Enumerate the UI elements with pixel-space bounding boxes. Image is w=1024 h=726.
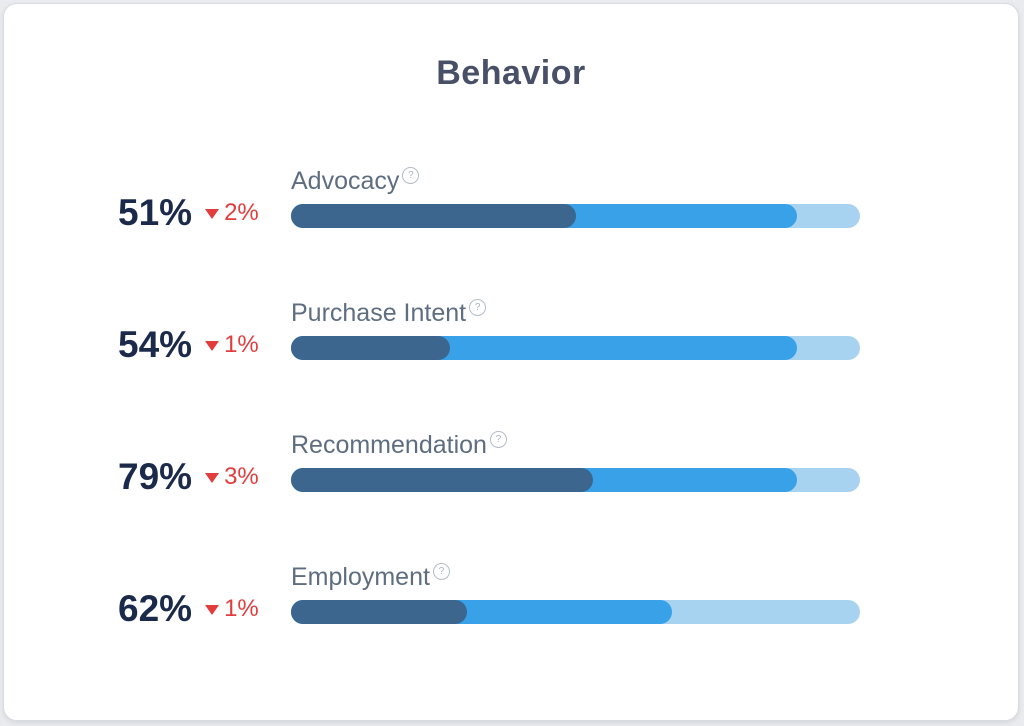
metric-label: Purchase Intent?	[291, 299, 860, 326]
metric-value: 54%	[118, 324, 193, 365]
behavior-card: Behavior 51% 2% Advocacy? 54%	[3, 3, 1019, 721]
chart-title: Behavior	[436, 54, 586, 92]
metric-rows: 51% 2% Advocacy? 54% 1%	[4, 167, 1018, 629]
bar-segment-dark	[291, 468, 593, 492]
metric-label: Employment?	[291, 563, 860, 590]
down-triangle-icon	[205, 208, 220, 219]
change-value: 3%	[224, 462, 259, 490]
bar-group: Employment?	[291, 563, 860, 624]
metric-value: 51%	[118, 192, 193, 233]
stacked-bar	[291, 336, 860, 360]
metric-label: Recommendation?	[291, 431, 860, 458]
down-triangle-icon	[205, 340, 220, 351]
down-triangle-icon	[205, 604, 220, 615]
change-indicator: 2%	[205, 198, 259, 226]
change-indicator: 1%	[205, 330, 259, 358]
change-value: 2%	[224, 198, 259, 226]
stat-block: 79% 3%	[118, 456, 291, 497]
metric-label-text: Purchase Intent	[291, 299, 467, 327]
bar-segment-dark	[291, 600, 468, 624]
change-value: 1%	[224, 330, 259, 358]
help-icon[interactable]: ?	[402, 167, 420, 184]
change-value: 1%	[224, 594, 259, 622]
change-indicator: 1%	[205, 594, 259, 622]
bar-segment-dark	[291, 204, 576, 228]
metric-row-recommendation: 79% 3% Recommendation?	[118, 431, 860, 497]
metric-label-text: Employment	[291, 563, 430, 591]
bar-segment-dark	[291, 336, 451, 360]
metric-row-purchase-intent: 54% 1% Purchase Intent?	[118, 299, 860, 365]
stacked-bar	[291, 600, 860, 624]
metric-row-advocacy: 51% 2% Advocacy?	[118, 167, 860, 233]
bar-group: Purchase Intent?	[291, 299, 860, 360]
help-icon[interactable]: ?	[489, 431, 507, 448]
bar-group: Recommendation?	[291, 431, 860, 492]
stat-block: 54% 1%	[118, 324, 291, 365]
change-indicator: 3%	[205, 462, 259, 490]
stacked-bar	[291, 204, 860, 228]
metric-value: 79%	[118, 456, 193, 497]
down-triangle-icon	[205, 472, 220, 483]
metric-label: Advocacy?	[291, 167, 860, 194]
metric-label-text: Recommendation	[291, 431, 487, 459]
help-icon[interactable]: ?	[469, 299, 487, 316]
bar-group: Advocacy?	[291, 167, 860, 228]
metric-label-text: Advocacy	[291, 167, 400, 195]
stacked-bar	[291, 468, 860, 492]
metric-value: 62%	[118, 588, 193, 629]
stat-block: 51% 2%	[118, 192, 291, 233]
metric-row-employment: 62% 1% Employment?	[118, 563, 860, 629]
help-icon[interactable]: ?	[432, 563, 450, 580]
stat-block: 62% 1%	[118, 588, 291, 629]
